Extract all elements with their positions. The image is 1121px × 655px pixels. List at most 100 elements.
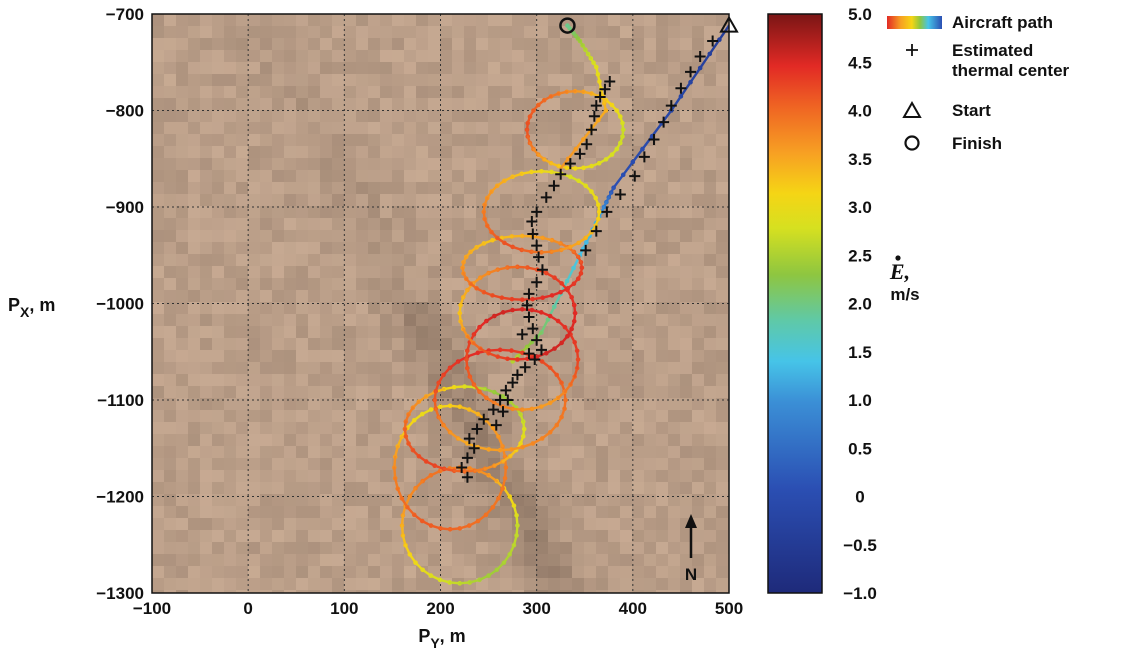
terrain-cell: [608, 134, 620, 146]
terrain-cell: [188, 314, 200, 326]
terrain-cell: [584, 266, 596, 278]
terrain-cell: [164, 446, 176, 458]
terrain-cell: [476, 530, 488, 542]
terrain-cell: [704, 254, 716, 266]
terrain-cell: [332, 422, 344, 434]
terrain-cell: [584, 554, 596, 566]
terrain-cell: [440, 290, 452, 302]
terrain-cell: [380, 74, 392, 86]
terrain-cell: [200, 410, 212, 422]
terrain-cell: [260, 410, 272, 422]
terrain-cell: [524, 278, 536, 290]
terrain-cell: [164, 566, 176, 578]
terrain-cell: [524, 542, 536, 554]
terrain-cell: [200, 530, 212, 542]
terrain-cell: [380, 578, 392, 590]
terrain-cell: [404, 110, 416, 122]
terrain-cell: [584, 62, 596, 74]
terrain-cell: [668, 482, 680, 494]
terrain-cell: [404, 254, 416, 266]
terrain-cell: [356, 38, 368, 50]
terrain-cell: [212, 554, 224, 566]
terrain-cell: [236, 566, 248, 578]
terrain-cell: [656, 518, 668, 530]
terrain-cell: [524, 566, 536, 578]
terrain-cell: [560, 14, 572, 26]
terrain-cell: [320, 530, 332, 542]
terrain-cell: [392, 14, 404, 26]
terrain-cell: [188, 350, 200, 362]
terrain-cell: [596, 494, 608, 506]
terrain-cell: [200, 230, 212, 242]
terrain-cell: [296, 410, 308, 422]
terrain-cell: [248, 434, 260, 446]
x-tick-label: 0: [243, 599, 252, 618]
terrain-cell: [512, 74, 524, 86]
terrain-cell: [356, 194, 368, 206]
terrain-cell: [620, 434, 632, 446]
terrain-cell: [224, 98, 236, 110]
terrain-cell: [728, 494, 729, 506]
terrain-cell: [320, 110, 332, 122]
terrain-cell: [332, 134, 344, 146]
terrain-cell: [440, 230, 452, 242]
terrain-cell: [680, 26, 692, 38]
terrain-cell: [500, 26, 512, 38]
terrain-cell: [260, 494, 272, 506]
terrain-cell: [704, 542, 716, 554]
terrain-cell: [260, 86, 272, 98]
terrain-cell: [704, 350, 716, 362]
terrain-cell: [308, 506, 320, 518]
terrain-cell: [320, 242, 332, 254]
terrain-cell: [368, 170, 380, 182]
thermal-center-marker: [590, 100, 602, 112]
thermal-center-marker: [511, 369, 523, 381]
terrain-cell: [548, 362, 560, 374]
terrain-cell: [416, 314, 428, 326]
terrain-cell: [212, 218, 224, 230]
terrain-cell: [368, 182, 380, 194]
terrain-cell: [320, 86, 332, 98]
terrain-cell: [536, 170, 548, 182]
terrain-cell: [272, 290, 284, 302]
terrain-cell: [392, 134, 404, 146]
terrain-cell: [272, 266, 284, 278]
terrain-cell: [728, 158, 729, 170]
terrain-cell: [380, 254, 392, 266]
terrain-cell: [308, 350, 320, 362]
terrain-cell: [560, 554, 572, 566]
terrain-cell: [692, 170, 704, 182]
terrain-cell: [440, 362, 452, 374]
terrain-cell: [656, 146, 668, 158]
terrain-cell: [344, 290, 356, 302]
terrain-cell: [272, 302, 284, 314]
terrain-cell: [680, 446, 692, 458]
terrain-cell: [704, 590, 716, 593]
terrain-cell: [524, 458, 536, 470]
terrain-cell: [188, 134, 200, 146]
terrain-cell: [656, 494, 668, 506]
terrain-cell: [248, 146, 260, 158]
terrain-cell: [200, 194, 212, 206]
terrain-cell: [392, 218, 404, 230]
terrain-cell: [728, 542, 729, 554]
terrain-cell: [152, 290, 164, 302]
terrain-cell: [320, 398, 332, 410]
terrain-cell: [572, 566, 584, 578]
terrain-cell: [668, 38, 680, 50]
terrain-cell: [308, 218, 320, 230]
terrain-cell: [392, 170, 404, 182]
terrain-cell: [668, 110, 680, 122]
terrain-cell: [164, 290, 176, 302]
terrain-cell: [176, 26, 188, 38]
terrain-cell: [632, 86, 644, 98]
legend-label: Estimated: [952, 41, 1033, 60]
terrain-cell: [488, 254, 500, 266]
terrain-cell: [512, 26, 524, 38]
terrain-cell: [296, 530, 308, 542]
terrain-cell: [404, 530, 416, 542]
terrain-cell: [260, 518, 272, 530]
terrain-cell: [716, 278, 728, 290]
terrain-cell: [680, 362, 692, 374]
terrain-cell: [152, 158, 164, 170]
